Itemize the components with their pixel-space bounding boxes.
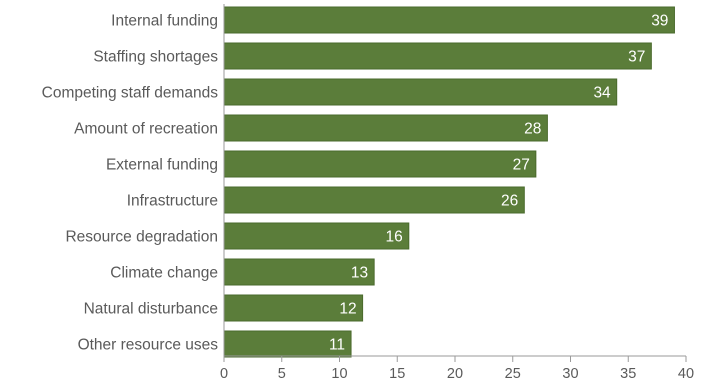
bar: [223, 222, 410, 250]
category-label: Natural disturbance: [84, 301, 218, 318]
category-label: Other resource uses: [78, 337, 219, 354]
x-tick-label: 40: [678, 366, 694, 382]
category-label: Resource degradation: [65, 229, 218, 246]
x-tick-label: 35: [620, 366, 636, 382]
bars-layer: 39 37 34 28 27 26 16 13 12 11: [223, 6, 675, 358]
bar: [223, 258, 375, 286]
bar: [223, 150, 537, 178]
bar-value-label: 28: [524, 121, 541, 138]
bar-value-label: 12: [339, 301, 356, 318]
x-tick-label: 10: [331, 366, 347, 382]
x-axis: 0 5 10 15 20 25 30 35 40: [220, 4, 694, 382]
category-label: External funding: [106, 157, 218, 174]
bar-value-label: 16: [386, 229, 403, 246]
bar-value-label: 13: [351, 265, 368, 282]
bar: [223, 294, 364, 322]
category-label: Staffing shortages: [93, 49, 218, 66]
category-labels: Internal funding Staffing shortages Compet…: [42, 13, 219, 354]
bar-value-label: 11: [329, 337, 345, 354]
bar: [223, 78, 618, 106]
x-tick-label: 15: [389, 366, 405, 382]
bar: [223, 114, 548, 142]
category-label: Internal funding: [111, 13, 218, 30]
x-tick-label: 30: [562, 366, 578, 382]
category-label: Competing staff demands: [42, 85, 219, 102]
x-tick-label: 0: [220, 366, 228, 382]
bar: [223, 42, 652, 70]
bar: [223, 6, 675, 34]
bar-value-label: 39: [651, 13, 668, 30]
category-label: Climate change: [110, 265, 218, 282]
bar-value-label: 27: [513, 157, 530, 174]
x-tick-label: 20: [447, 366, 463, 382]
bar-value-label: 37: [628, 49, 645, 66]
bar-value-label: 34: [593, 85, 611, 102]
category-label: Amount of recreation: [74, 121, 218, 138]
bar: [223, 330, 352, 358]
category-label: Infrastructure: [127, 193, 218, 210]
bar: [223, 186, 525, 214]
bar-value-label: 26: [501, 193, 518, 210]
x-tick-label: 25: [505, 366, 521, 382]
x-tick-label: 5: [278, 366, 286, 382]
